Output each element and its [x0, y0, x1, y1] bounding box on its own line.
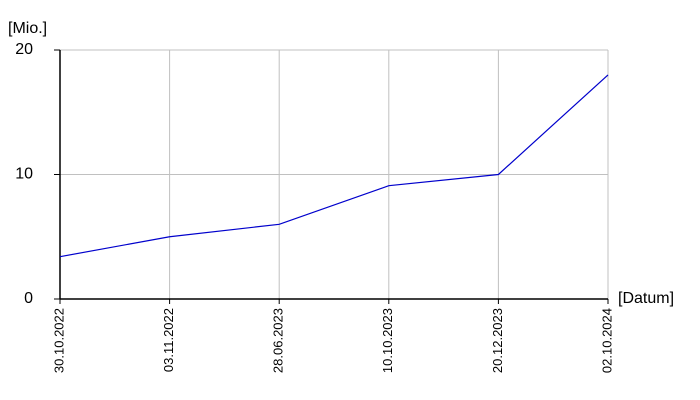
- y-tick-label: 20: [15, 41, 33, 58]
- y-tick-label: 10: [15, 166, 33, 183]
- x-tick-label: 30.10.2022: [51, 308, 66, 373]
- x-tick-label: 03.11.2022: [161, 308, 176, 372]
- x-tick-label: 10.10.2023: [380, 308, 395, 373]
- x-tick-label: 02.10.2024: [599, 308, 614, 373]
- y-axis-label: [Mio.]: [8, 20, 47, 37]
- x-tick-label: 28.06.2023: [271, 308, 286, 373]
- data-line: [59, 74, 609, 258]
- x-tick-label: 20.12.2023: [490, 308, 505, 373]
- y-tick-label: 0: [24, 290, 33, 307]
- x-axis-label: [Datum]: [618, 290, 674, 307]
